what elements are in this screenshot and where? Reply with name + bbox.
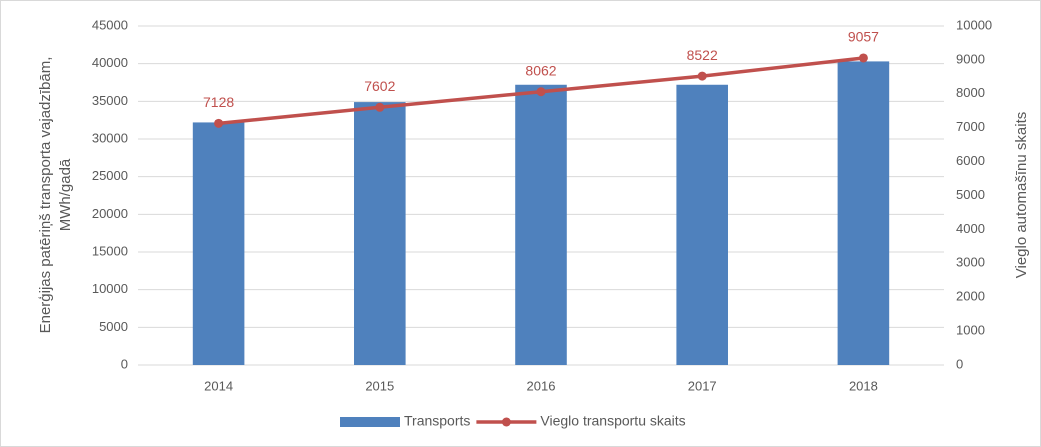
y-axis-title: MWh/gadā: [57, 158, 74, 231]
y-tick-label: 40000: [92, 55, 128, 70]
y-tick-label: 25000: [92, 168, 128, 183]
y-tick-label: 30000: [92, 130, 128, 145]
y2-tick-label: 0: [956, 356, 963, 371]
bar: [192, 122, 245, 365]
y2-tick-label: 1000: [956, 323, 985, 338]
data-label: 8062: [525, 62, 556, 78]
point: [858, 53, 868, 63]
point: [375, 102, 385, 112]
x-tick-label: 2016: [527, 378, 556, 393]
bar: [354, 102, 406, 365]
y-tick-label: 15000: [92, 243, 128, 258]
bar: [515, 84, 567, 365]
y2-tick-label: 9000: [956, 51, 985, 66]
y2-tick-label: 3000: [956, 255, 985, 270]
x-tick-label: 2015: [365, 378, 394, 393]
data-label: 7128: [203, 94, 234, 110]
x-tick-label: 2017: [688, 378, 717, 393]
legend-label: Vieglo transportu skaits: [540, 413, 685, 429]
point: [214, 118, 224, 128]
y2-tick-label: 5000: [956, 187, 985, 202]
data-label: 8522: [687, 47, 718, 63]
y2-tick-label: 4000: [956, 221, 985, 236]
x-tick-label: 2018: [849, 378, 878, 393]
x-tick-label: 2014: [204, 378, 233, 393]
y-tick-label: 20000: [92, 206, 128, 221]
y2-tick-label: 2000: [956, 289, 985, 304]
y-tick-label: 10000: [92, 281, 128, 296]
bar: [676, 84, 728, 365]
y2-tick-label: 6000: [956, 153, 985, 168]
y2-tick-label: 7000: [956, 119, 985, 134]
y2-axis-title: Vieglo automašīnu skaits: [1013, 112, 1030, 279]
y-tick-label: 5000: [99, 319, 128, 334]
legend-swatch: [501, 417, 511, 427]
y-tick-label: 45000: [92, 17, 128, 32]
y2-tick-label: 8000: [956, 85, 985, 100]
bar: [837, 61, 890, 365]
point: [536, 87, 546, 97]
y-axis-title: Enerģijas patēriņš transporta vajadzībām…: [37, 57, 54, 334]
y2-tick-label: 10000: [956, 17, 992, 32]
y-tick-label: 35000: [92, 93, 128, 108]
legend-swatch: [340, 417, 400, 427]
y-tick-label: 0: [121, 356, 128, 371]
legend-label: Transports: [404, 413, 470, 429]
data-label: 7602: [364, 78, 395, 94]
data-label: 9057: [848, 29, 879, 45]
point: [697, 71, 707, 81]
